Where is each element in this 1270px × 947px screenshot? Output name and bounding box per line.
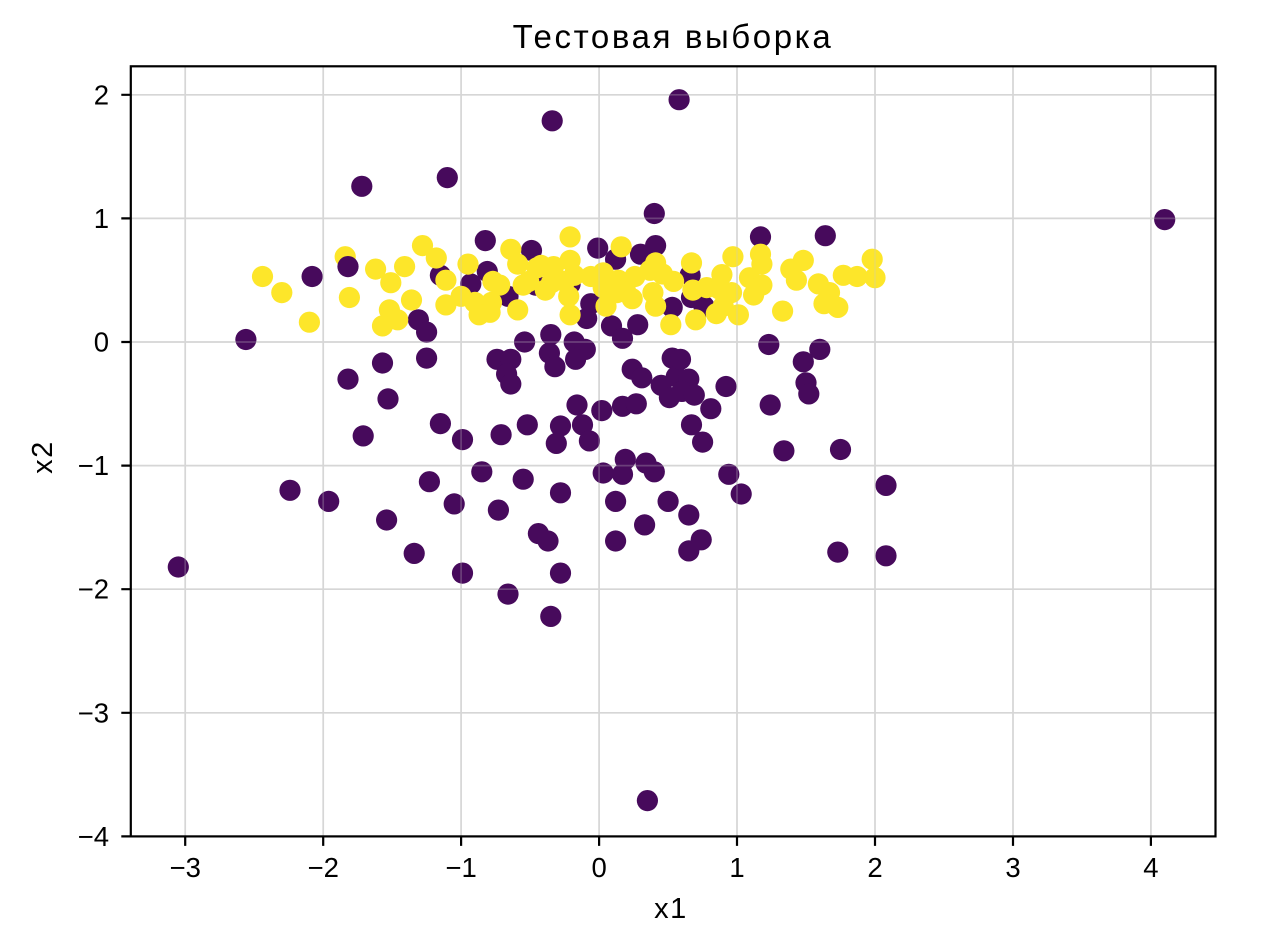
svg-text:4: 4 — [1143, 852, 1158, 883]
svg-text:−1: −1 — [78, 450, 109, 481]
svg-text:2: 2 — [867, 852, 882, 883]
svg-text:x2: x2 — [27, 440, 59, 474]
svg-text:x1: x1 — [654, 893, 688, 925]
svg-text:−2: −2 — [78, 574, 109, 605]
svg-text:−4: −4 — [78, 821, 109, 852]
svg-text:1: 1 — [94, 203, 109, 234]
svg-text:−3: −3 — [78, 697, 109, 728]
svg-text:2: 2 — [94, 79, 109, 110]
svg-text:1: 1 — [729, 852, 744, 883]
svg-text:3: 3 — [1005, 852, 1020, 883]
svg-text:−1: −1 — [445, 852, 476, 883]
svg-text:0: 0 — [94, 327, 109, 358]
svg-text:−2: −2 — [308, 852, 339, 883]
svg-text:−3: −3 — [170, 852, 201, 883]
svg-text:0: 0 — [591, 852, 606, 883]
svg-text:Тестовая выборка: Тестовая выборка — [513, 18, 834, 55]
